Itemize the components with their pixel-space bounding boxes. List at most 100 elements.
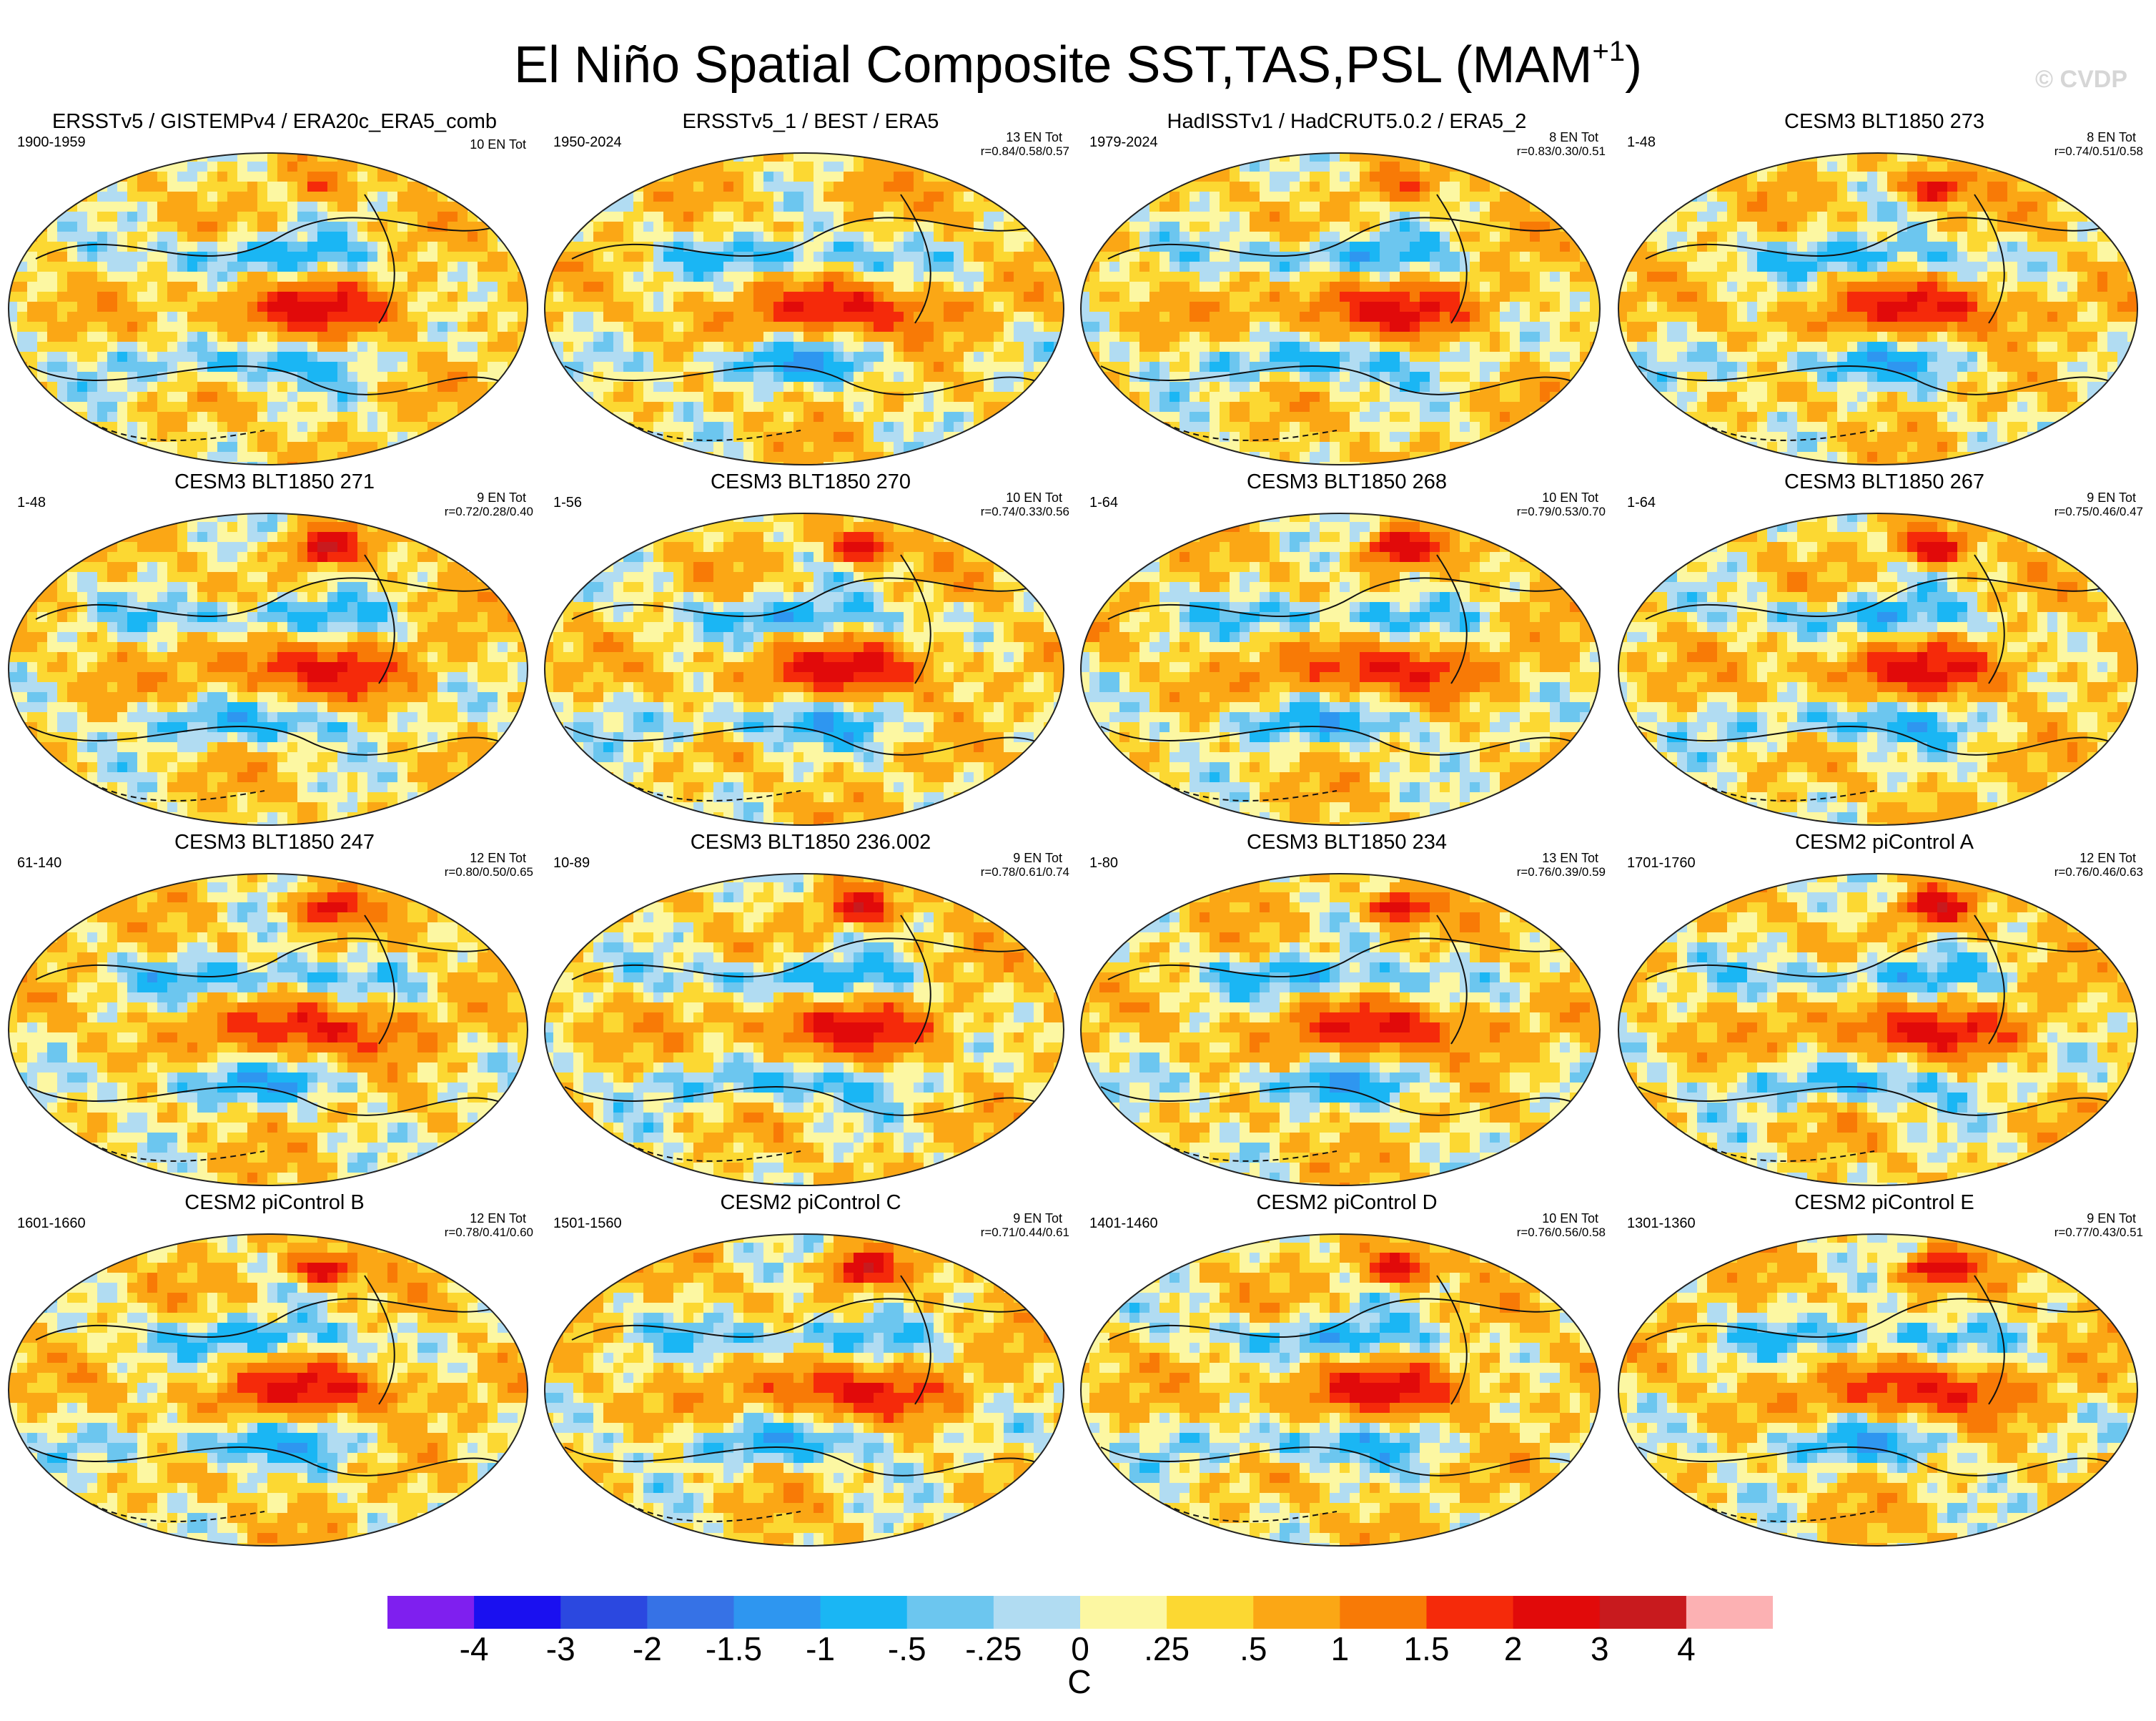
map-field: [1618, 873, 2138, 1186]
psl-contour: [628, 1504, 801, 1522]
map-panel: CESM3 BLT1850 271 1-48 9 EN Tot r=0.72/0.28…: [7, 466, 542, 827]
panel-event-count: 9 EN Tot: [2087, 490, 2136, 506]
panel-years: 1-64: [1089, 495, 1118, 511]
colorbar-tick-label: -.5: [864, 1630, 950, 1667]
psl-contour: [900, 1275, 931, 1405]
psl-contour: [1100, 365, 1588, 395]
psl-contour: [364, 554, 395, 684]
map-panel: CESM3 BLT1850 236.002 10-89 9 EN Tot r=0.78…: [543, 827, 1078, 1188]
psl-contour: [1164, 783, 1337, 802]
map-panel: ERSSTv5 / GISTEMPv4 / ERA20c_ERA5_comb 19…: [7, 106, 542, 467]
figure-title: El Niño Spatial Composite SST,TAS,PSL (M…: [0, 16, 2156, 101]
panel-years: 1601-1660: [17, 1215, 86, 1232]
panel-title: CESM3 BLT1850 236.002: [543, 831, 1078, 854]
panel-event-count: 13 EN Tot: [1006, 130, 1062, 145]
psl-contour: [1645, 937, 2118, 980]
panel-correlation: r=0.71/0.44/0.61: [981, 1226, 1069, 1240]
psl-contour: [571, 937, 1044, 980]
map-panel: CESM3 BLT1850 247 61-140 12 EN Tot r=0.80/0…: [7, 827, 542, 1188]
colorbar-tick-label: 4: [1643, 1630, 1729, 1667]
psl-contour: [628, 1143, 801, 1162]
panel-years: 10-89: [553, 855, 590, 872]
cvdp-watermark: © CVDP: [2035, 66, 2127, 94]
psl-contour: [1164, 1504, 1337, 1522]
panel-title: CESM2 piControl C: [543, 1191, 1078, 1215]
psl-contour: [1974, 1275, 2005, 1405]
panel-correlation: r=0.78/0.41/0.60: [445, 1226, 533, 1240]
psl-contour: [1638, 1446, 2125, 1476]
map-outline: [1080, 1233, 1601, 1547]
psl-contour: [1107, 217, 1581, 260]
map-panel: CESM2 piControl E 1301-1360 9 EN Tot r=0.77…: [1617, 1187, 2152, 1548]
psl-contour: [1638, 1086, 2125, 1116]
map-panel: CESM3 BLT1850 234 1-80 13 EN Tot r=0.76/0.3…: [1079, 827, 1614, 1188]
map-outline: [544, 152, 1064, 465]
colorbar-tick-label: 1: [1297, 1630, 1383, 1667]
panel-event-count: 10 EN Tot: [1542, 1211, 1598, 1226]
psl-contour: [1702, 1504, 1875, 1522]
colorbar-tick-label: -.25: [951, 1630, 1037, 1667]
psl-contour: [564, 1446, 1052, 1476]
colorbar-swatch: [1340, 1596, 1427, 1629]
map-field: [8, 1233, 528, 1547]
anomaly-shading: [545, 1234, 1064, 1546]
panel-title: CESM3 BLT1850 273: [1617, 110, 2152, 134]
colorbar-swatch: [820, 1596, 908, 1629]
anomaly-shading: [1618, 1234, 2137, 1546]
panel-correlation: r=0.74/0.33/0.56: [981, 505, 1069, 519]
panel-years: 1501-1560: [553, 1215, 622, 1232]
panel-correlation: r=0.80/0.50/0.65: [445, 865, 533, 879]
map-field: [544, 513, 1064, 826]
colorbar-swatch: [1253, 1596, 1340, 1629]
panel-years: 1401-1460: [1089, 1215, 1158, 1232]
psl-contour: [1638, 726, 2125, 756]
psl-contour: [1107, 1298, 1581, 1341]
psl-contour: [364, 194, 395, 324]
map-field: [8, 152, 528, 465]
colorbar-tick-label: -3: [518, 1630, 603, 1667]
psl-contour: [35, 937, 508, 980]
map-outline: [8, 873, 528, 1186]
panel-event-count: 10 EN Tot: [1542, 490, 1598, 506]
anomaly-shading: [9, 513, 528, 825]
map-field: [1080, 152, 1601, 465]
psl-contour: [564, 365, 1052, 395]
panel-correlation: r=0.75/0.46/0.47: [2054, 505, 2143, 519]
psl-contour: [1645, 1298, 2118, 1341]
colorbar-tick-label: -1: [778, 1630, 864, 1667]
map-outline: [1080, 152, 1601, 465]
panel-years: 1979-2024: [1089, 134, 1158, 151]
anomaly-shading: [1081, 874, 1600, 1185]
psl-contour: [628, 783, 801, 802]
panel-correlation: r=0.74/0.51/0.58: [2054, 144, 2143, 159]
psl-contour: [92, 783, 265, 802]
map-outline: [8, 513, 528, 826]
panel-years: 1900-1959: [17, 134, 86, 151]
colorbar-swatch: [647, 1596, 734, 1629]
psl-contour: [1100, 1086, 1588, 1116]
panel-title: ERSSTv5 / GISTEMPv4 / ERA20c_ERA5_comb: [7, 110, 542, 134]
psl-contour: [92, 1504, 265, 1522]
psl-contour: [35, 577, 508, 620]
psl-contour: [28, 365, 515, 395]
psl-contour: [571, 1298, 1044, 1341]
panel-event-count: 12 EN Tot: [470, 1211, 526, 1226]
map-panel: CESM2 piControl D 1401-1460 10 EN Tot r=0.7…: [1079, 1187, 1614, 1548]
panel-correlation: r=0.76/0.46/0.63: [2054, 865, 2143, 879]
map-outline: [544, 873, 1064, 1186]
panel-title: CESM3 BLT1850 234: [1079, 831, 1614, 854]
map-outline: [8, 152, 528, 465]
psl-contour: [571, 577, 1044, 620]
psl-contour: [1436, 914, 1468, 1045]
map-field: [1080, 513, 1601, 826]
panel-event-count: 10 EN Tot: [470, 137, 526, 152]
map-panel: CESM3 BLT1850 267 1-64 9 EN Tot r=0.75/0.46…: [1617, 466, 2152, 827]
psl-contour: [1436, 194, 1468, 324]
map-field: [8, 873, 528, 1186]
map-outline: [1618, 152, 2138, 465]
map-outline: [1080, 513, 1601, 826]
psl-contour: [1638, 365, 2125, 395]
map-field: [1618, 1233, 2138, 1547]
figure-title-text: El Niño Spatial Composite SST,TAS,PSL (M…: [514, 36, 1593, 94]
panel-correlation: r=0.76/0.56/0.58: [1517, 1226, 1606, 1240]
